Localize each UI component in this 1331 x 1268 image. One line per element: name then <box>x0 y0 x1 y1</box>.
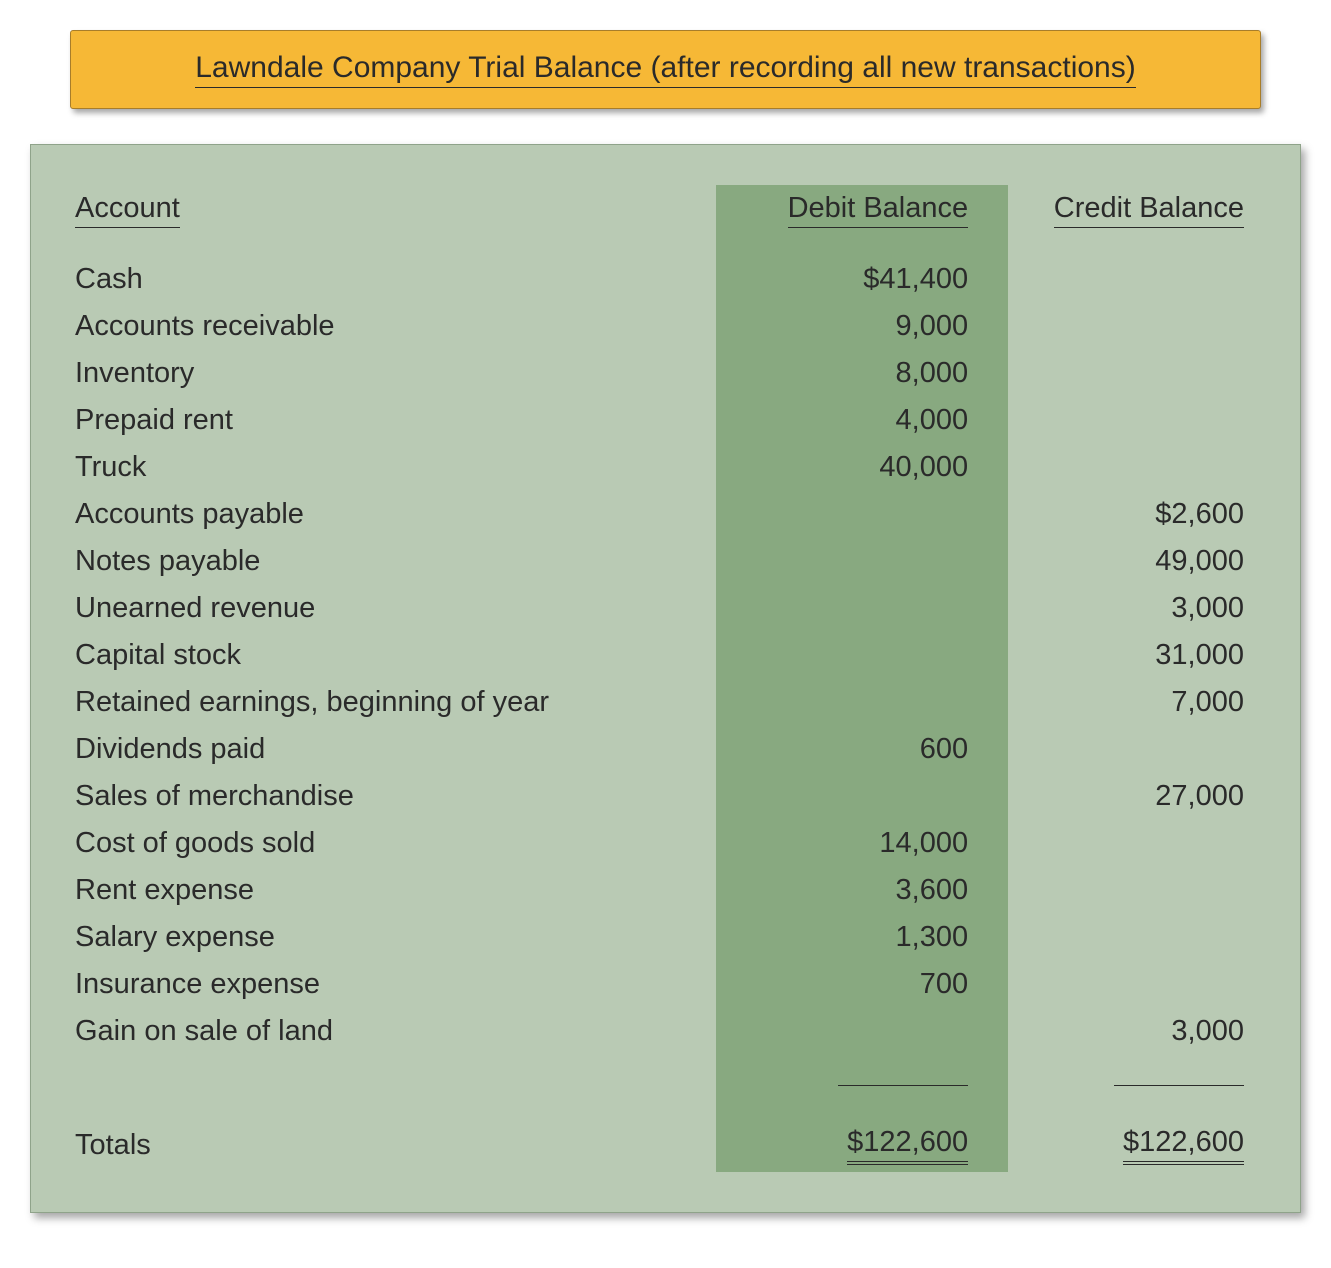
totals-label: Totals <box>31 1102 716 1172</box>
cell-account: Truck <box>31 444 716 491</box>
table-row: Sales of merchandise 27,000 <box>31 773 1300 820</box>
cell-debit <box>716 491 1008 538</box>
cell-credit <box>1008 350 1300 397</box>
cell-debit <box>716 632 1008 679</box>
table-row: Insurance expense700 <box>31 961 1300 1008</box>
cell-account: Inventory <box>31 350 716 397</box>
cell-debit <box>716 538 1008 585</box>
cell-debit <box>716 585 1008 632</box>
cell-credit: $2,600 <box>1008 491 1300 538</box>
cell-account: Rent expense <box>31 867 716 914</box>
cell-debit <box>716 679 1008 726</box>
cell-credit <box>1008 303 1300 350</box>
cell-debit: 14,000 <box>716 820 1008 867</box>
cell-account: Cost of goods sold <box>31 820 716 867</box>
debit-subtotal-rule <box>838 1085 968 1087</box>
cell-account: Dividends paid <box>31 726 716 773</box>
cell-account: Salary expense <box>31 914 716 961</box>
cell-credit: 27,000 <box>1008 773 1300 820</box>
cell-credit: 3,000 <box>1008 585 1300 632</box>
cell-credit <box>1008 444 1300 491</box>
cell-debit <box>716 773 1008 820</box>
credit-subtotal-rule <box>1114 1085 1244 1087</box>
cell-account: Accounts receivable <box>31 303 716 350</box>
table-row: Retained earnings, beginning of year 7,00… <box>31 679 1300 726</box>
cell-debit: 9,000 <box>716 303 1008 350</box>
table-row: Salary expense1,300 <box>31 914 1300 961</box>
cell-debit: 8,000 <box>716 350 1008 397</box>
table-row: Truck40,000 <box>31 444 1300 491</box>
col-header-account: Account <box>31 185 716 256</box>
subtotal-rule-row <box>31 1055 1300 1102</box>
cell-account: Sales of merchandise <box>31 773 716 820</box>
cell-credit: 3,000 <box>1008 1008 1300 1055</box>
cell-credit <box>1008 397 1300 444</box>
cell-debit: 40,000 <box>716 444 1008 491</box>
cell-debit: 600 <box>716 726 1008 773</box>
cell-credit: 7,000 <box>1008 679 1300 726</box>
cell-account: Notes payable <box>31 538 716 585</box>
cell-credit <box>1008 726 1300 773</box>
cell-credit <box>1008 961 1300 1008</box>
table-row: Gain on sale of land 3,000 <box>31 1008 1300 1055</box>
cell-account: Accounts payable <box>31 491 716 538</box>
table-row: Inventory8,000 <box>31 350 1300 397</box>
cell-account: Unearned revenue <box>31 585 716 632</box>
cell-debit: $41,400 <box>716 256 1008 303</box>
cell-account: Insurance expense <box>31 961 716 1008</box>
col-header-credit: Credit Balance <box>1008 185 1300 256</box>
totals-row: Totals $122,600 $122,600 <box>31 1102 1300 1172</box>
table-row: Unearned revenue 3,000 <box>31 585 1300 632</box>
title-box: Lawndale Company Trial Balance (after re… <box>70 30 1261 109</box>
table-header-row: Account Debit Balance Credit Balance <box>31 185 1300 256</box>
table-row: Accounts receivable9,000 <box>31 303 1300 350</box>
trial-balance-table: Account Debit Balance Credit Balance Cas… <box>31 185 1300 1172</box>
col-header-debit: Debit Balance <box>716 185 1008 256</box>
cell-debit: 700 <box>716 961 1008 1008</box>
cell-credit <box>1008 867 1300 914</box>
cell-account: Capital stock <box>31 632 716 679</box>
table-row: Accounts payable $2,600 <box>31 491 1300 538</box>
totals-debit: $122,600 <box>716 1102 1008 1172</box>
table-row: Cash$41,400 <box>31 256 1300 303</box>
cell-debit: 4,000 <box>716 397 1008 444</box>
cell-debit: 3,600 <box>716 867 1008 914</box>
cell-account: Cash <box>31 256 716 303</box>
page-title: Lawndale Company Trial Balance (after re… <box>195 51 1135 88</box>
cell-credit <box>1008 914 1300 961</box>
table-row: Capital stock 31,000 <box>31 632 1300 679</box>
cell-debit: 1,300 <box>716 914 1008 961</box>
cell-account: Prepaid rent <box>31 397 716 444</box>
cell-debit <box>716 1008 1008 1055</box>
table-row: Dividends paid600 <box>31 726 1300 773</box>
totals-credit: $122,600 <box>1008 1102 1300 1172</box>
cell-credit: 49,000 <box>1008 538 1300 585</box>
trial-balance-table-container: Account Debit Balance Credit Balance Cas… <box>30 144 1301 1213</box>
cell-account: Gain on sale of land <box>31 1008 716 1055</box>
cell-credit <box>1008 256 1300 303</box>
table-row: Rent expense3,600 <box>31 867 1300 914</box>
table-row: Notes payable 49,000 <box>31 538 1300 585</box>
cell-credit <box>1008 820 1300 867</box>
cell-credit: 31,000 <box>1008 632 1300 679</box>
cell-account: Retained earnings, beginning of year <box>31 679 716 726</box>
table-row: Prepaid rent4,000 <box>31 397 1300 444</box>
table-row: Cost of goods sold14,000 <box>31 820 1300 867</box>
